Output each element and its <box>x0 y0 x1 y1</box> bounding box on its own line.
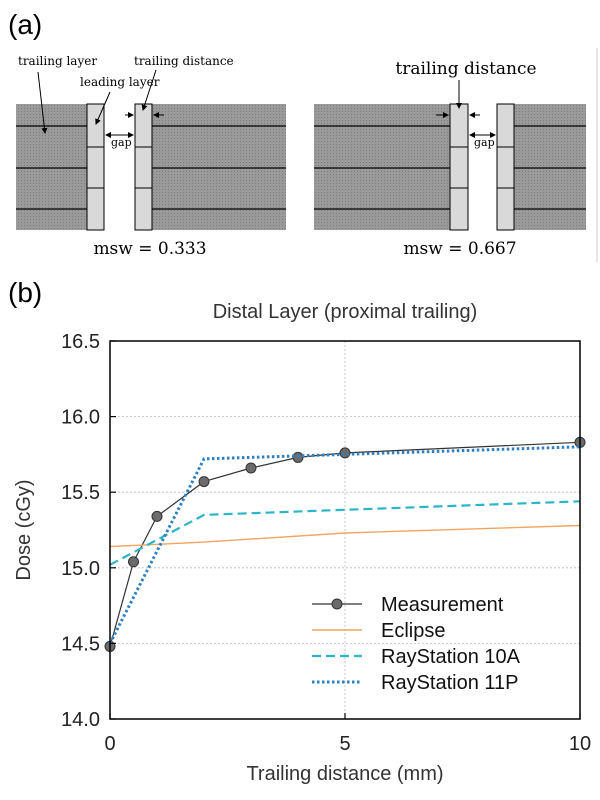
legend-label-raystation-11p: RayStation 11P <box>381 672 519 694</box>
trailing-layer-column-right <box>496 103 515 231</box>
leading-layer-column-left <box>86 103 105 231</box>
msw-label-left: msw = 0.333 <box>93 239 206 259</box>
legend: Measurement Eclipse RayStation 10A RayStati… <box>312 594 521 694</box>
chart-title: Distal Layer (proximal trailing) <box>213 301 478 323</box>
legend-marker-measurement <box>331 598 343 610</box>
data-point-measurement <box>198 476 210 488</box>
series-line-raystation-11p <box>108 445 581 645</box>
legend-label-eclipse: Eclipse <box>381 620 445 642</box>
right-layer-block-right <box>514 104 586 230</box>
leading-layer-pointer <box>95 91 111 125</box>
data-point-measurement <box>292 451 304 463</box>
x-tick-label: 10 <box>569 733 591 755</box>
trailing-layer-label: trailing layer <box>18 54 97 68</box>
trailing-layer-block-left <box>16 104 88 230</box>
y-tick-label: 16.5 <box>61 331 100 353</box>
trailing-layer-block-right <box>314 104 450 230</box>
gap-label-left: gap <box>111 136 132 149</box>
y-tick-label: 16.0 <box>61 407 100 429</box>
data-point-measurement <box>245 462 257 474</box>
trailing-distance-label-right: trailing distance <box>395 59 536 79</box>
x-tick-label: 0 <box>104 733 115 755</box>
leading-layer-column-right <box>449 103 469 231</box>
ticks: 14.0 14.5 15.0 15.5 16.0 16.5 0 5 10 <box>61 331 591 755</box>
diagram-left: trailing layer leading layer trailing di… <box>16 54 286 259</box>
trailing-layer-column-left <box>134 103 153 231</box>
x-tick-label: 5 <box>339 733 350 755</box>
x-axis-label: Trailing distance (mm) <box>246 763 443 785</box>
panel-b-label: (b) <box>8 277 42 308</box>
y-axis-label: Dose (cGy) <box>13 479 35 580</box>
series-line-eclipse <box>109 524 581 548</box>
y-tick-label: 15.5 <box>61 482 100 504</box>
layer-lines-left <box>16 125 286 210</box>
data-point-measurement <box>128 556 139 568</box>
grid <box>110 341 580 719</box>
diagram-right: trailing distance gap msw = 0.667 <box>314 59 586 259</box>
panel-a-label: (a) <box>8 9 42 40</box>
legend-label-raystation-10a: RayStation 10A <box>381 646 521 668</box>
y-tick-label: 15.0 <box>61 558 100 580</box>
series-line-raystation-10a <box>109 500 581 566</box>
right-layer-block-left <box>152 104 286 230</box>
y-tick-label: 14.5 <box>61 633 100 655</box>
gap-label-right: gap <box>474 136 495 149</box>
trailing-distance-pointer <box>141 69 157 111</box>
legend-label-measurement: Measurement <box>381 594 504 616</box>
leading-layer-label: leading layer <box>80 75 160 89</box>
trailing-distance-label-left: trailing distance <box>134 54 234 68</box>
series-group <box>104 436 586 652</box>
data-point-measurement <box>151 510 163 522</box>
msw-label-right: msw = 0.667 <box>403 239 516 259</box>
y-tick-label: 14.0 <box>61 709 100 731</box>
